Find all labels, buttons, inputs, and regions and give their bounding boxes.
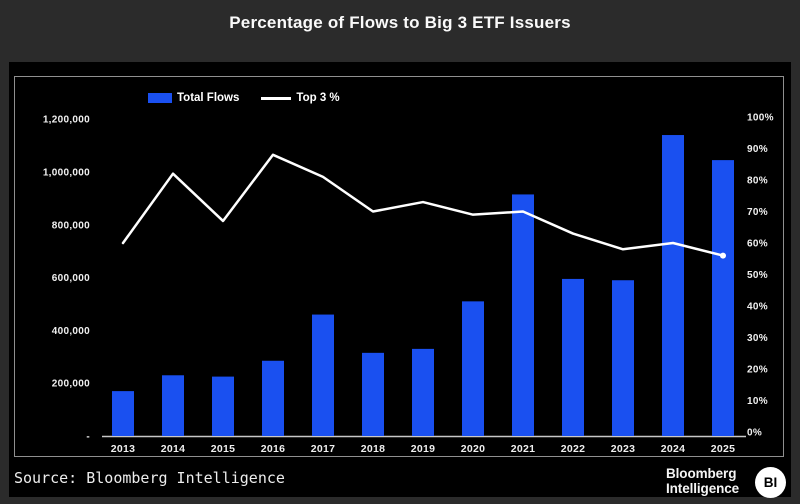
left-axis-tick-label: 1,000,000	[43, 168, 90, 179]
x-axis-year-label: 2023	[611, 443, 636, 455]
bar-2019	[412, 348, 434, 436]
left-axis-tick-label: 800,000	[52, 220, 90, 231]
page-title: Percentage of Flows to Big 3 ETF Issuers	[229, 13, 571, 32]
bar-2017	[312, 314, 334, 436]
x-axis-year-label: 2021	[511, 443, 536, 455]
left-axis-tick-label: 600,000	[52, 273, 90, 284]
right-axis-tick-label: 100%	[747, 113, 774, 124]
bar-2015	[212, 376, 234, 436]
top3-line-endpoint	[720, 252, 726, 259]
top3-line-swatch-icon	[261, 96, 292, 100]
right-axis-tick-label: 70%	[747, 207, 768, 218]
right-axis-tick-label: 10%	[747, 396, 768, 407]
x-axis-year-label: 2024	[661, 443, 686, 455]
x-axis-year-label: 2020	[461, 443, 486, 455]
legend-item-total-flows: Total Flows	[148, 92, 239, 104]
x-axis-year-label: 2014	[161, 443, 186, 455]
bar-2021	[512, 194, 534, 436]
bloomberg-intelligence-logo: Bloomberg Intelligence	[666, 466, 739, 496]
bar-2014	[162, 375, 184, 436]
chart-legend: Total Flows Top 3 %	[148, 92, 340, 104]
x-axis-year-label: 2016	[261, 443, 286, 455]
right-axis-tick-label: 20%	[747, 365, 768, 376]
logo-line1: Bloomberg	[666, 466, 737, 481]
x-axis-year-label: 2013	[111, 443, 136, 455]
bar-2020	[462, 301, 484, 436]
logo-line2: Intelligence	[666, 481, 740, 497]
bar-2023	[612, 280, 634, 436]
right-axis-tick-label: 40%	[747, 302, 768, 313]
right-axis-tick-label: 50%	[747, 270, 768, 281]
total-flows-swatch-icon	[148, 93, 172, 103]
right-axis-tick-label: 90%	[747, 144, 768, 155]
legend-item-top3: Top 3 %	[261, 92, 340, 104]
x-axis-year-label: 2017	[311, 443, 336, 455]
left-axis-tick-label: 1,200,000	[43, 115, 90, 126]
bar-2024	[662, 135, 684, 436]
bar-2016	[262, 360, 284, 436]
x-axis-year-label: 2025	[711, 443, 736, 455]
right-axis-tick-label: 30%	[747, 333, 768, 344]
right-axis-tick-label: 60%	[747, 239, 768, 250]
chart-canvas: 1,200,000 1,000,000 800,000 600,000 400,000 2…	[14, 76, 784, 457]
bar-2018	[362, 352, 384, 436]
right-axis-tick-label: 0%	[747, 428, 762, 439]
source-text: Source: Bloomberg Intelligence	[14, 469, 285, 487]
legend-label-total-flows: Total Flows	[177, 92, 240, 104]
x-axis-year-label: 2018	[361, 443, 386, 455]
bi-badge-icon: BI	[755, 467, 786, 498]
left-axis-tick-label: 400,000	[52, 326, 90, 337]
chart-panel-border	[14, 76, 784, 457]
x-axis-year-label: 2022	[561, 443, 586, 455]
legend-label-top3: Top 3 %	[296, 92, 340, 104]
bar-2022	[562, 278, 584, 436]
left-axis-tick-label: 200,000	[52, 379, 90, 390]
bar-2025	[712, 160, 734, 436]
x-axis-year-label: 2019	[411, 443, 436, 455]
left-axis-tick-label: -	[86, 432, 90, 443]
bar-2013	[112, 391, 134, 436]
right-axis-tick-label: 80%	[747, 176, 768, 187]
top3-percent-line	[121, 153, 725, 257]
x-axis-year-label: 2015	[211, 443, 236, 455]
